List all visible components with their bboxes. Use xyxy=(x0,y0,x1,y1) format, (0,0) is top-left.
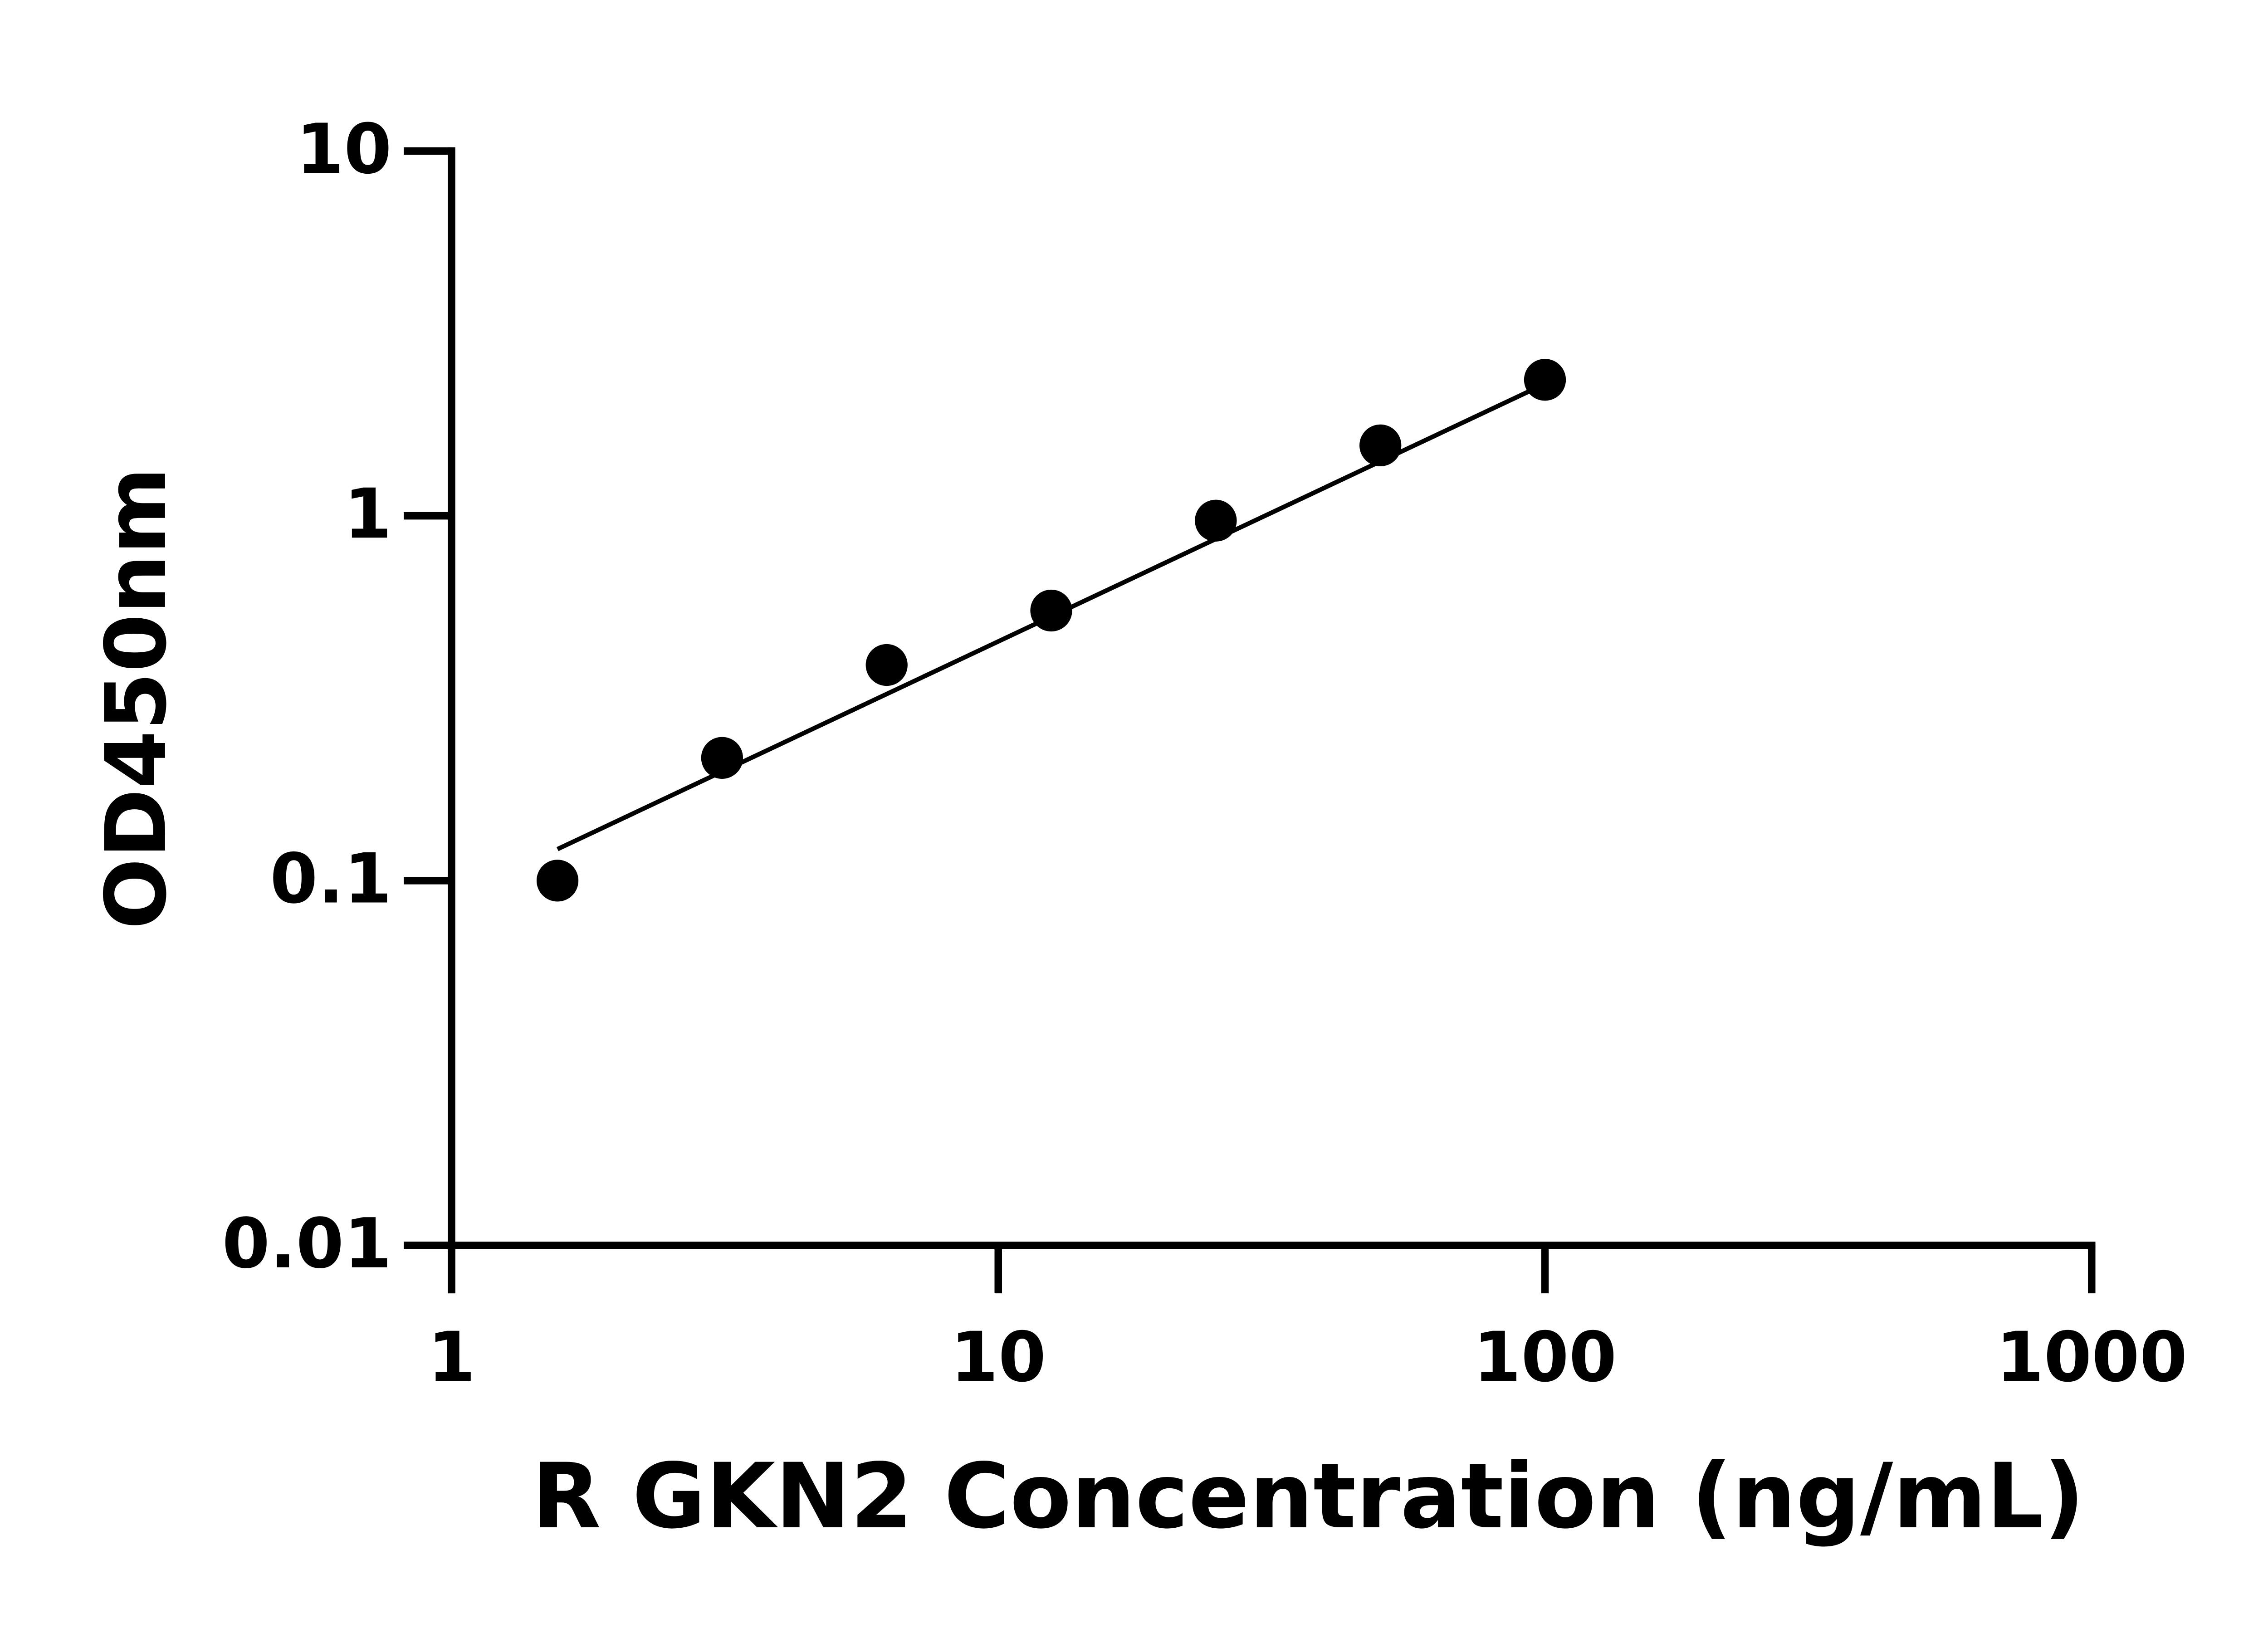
y-tick-label: 1 xyxy=(344,474,391,554)
data-point xyxy=(1524,359,1566,401)
data-point xyxy=(1030,589,1072,632)
y-axis-label: OD450nm xyxy=(88,467,185,929)
y-tick-label: 0.01 xyxy=(222,1203,392,1284)
data-point xyxy=(1195,499,1237,542)
data-point xyxy=(865,644,908,686)
y-tick-label: 0.1 xyxy=(270,838,392,919)
x-tick-label: 10 xyxy=(950,1317,1046,1397)
x-tick-label: 100 xyxy=(1473,1317,1617,1397)
x-tick-label: 1 xyxy=(428,1317,476,1397)
data-point xyxy=(701,737,743,779)
y-tick-label: 10 xyxy=(296,109,392,189)
data-point xyxy=(536,860,579,902)
data-point xyxy=(1359,424,1402,466)
x-tick-label: 1000 xyxy=(1996,1317,2187,1397)
x-axis-label: R GKN2 Concentration (ng/mL) xyxy=(532,1444,2085,1549)
